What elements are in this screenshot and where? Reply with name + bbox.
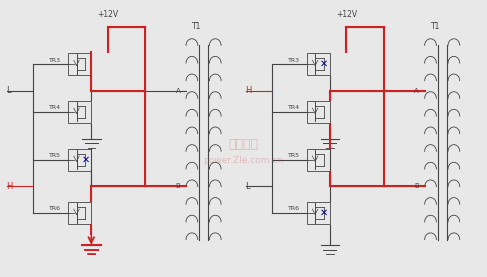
Text: TR6: TR6	[49, 206, 61, 211]
Text: TR6: TR6	[288, 206, 300, 211]
Text: TR3: TR3	[288, 58, 300, 63]
Text: +12V: +12V	[97, 10, 118, 19]
Bar	[68, 101, 91, 123]
Text: 电源世界: 电源世界	[228, 138, 259, 150]
Bar	[307, 101, 330, 123]
Bar	[68, 149, 91, 171]
Bar	[307, 53, 330, 75]
Text: ✕: ✕	[81, 155, 90, 165]
Text: ✕: ✕	[320, 208, 328, 218]
Text: power.ZIe.com.cn: power.ZIe.com.cn	[204, 156, 283, 165]
Text: T1: T1	[192, 22, 201, 32]
Text: A: A	[414, 88, 419, 94]
Text: L: L	[6, 86, 11, 95]
Bar	[307, 149, 330, 171]
Text: T1: T1	[431, 22, 440, 32]
Text: ✕: ✕	[320, 59, 328, 69]
Text: TR4: TR4	[49, 106, 61, 111]
Text: H: H	[6, 182, 12, 191]
Text: L: L	[244, 182, 249, 191]
Text: TR4: TR4	[288, 106, 300, 111]
Text: TR3: TR3	[49, 58, 61, 63]
Bar	[68, 53, 91, 75]
Text: TR5: TR5	[49, 153, 61, 158]
Text: A: A	[175, 88, 180, 94]
Text: H: H	[244, 86, 251, 95]
Text: B: B	[414, 183, 419, 189]
Bar	[68, 202, 91, 224]
Text: TR5: TR5	[288, 153, 300, 158]
Text: +12V: +12V	[336, 10, 357, 19]
Text: B: B	[175, 183, 180, 189]
Bar	[307, 202, 330, 224]
